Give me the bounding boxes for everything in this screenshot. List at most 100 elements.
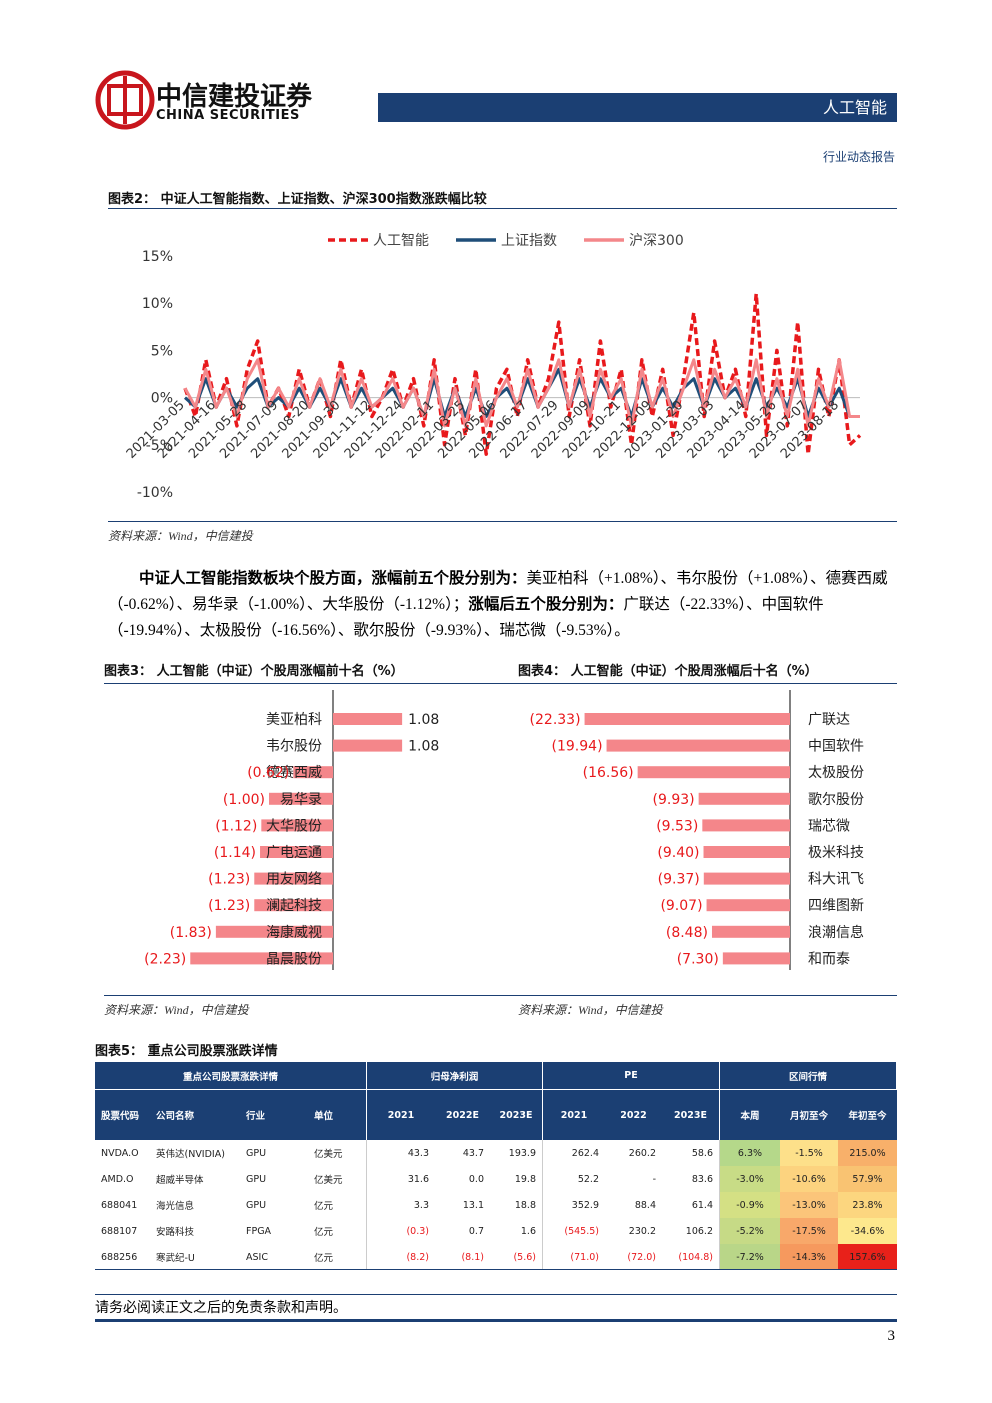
table-cell: (104.8)	[662, 1244, 720, 1270]
bar	[698, 792, 790, 805]
table-cell: 19.8	[490, 1166, 543, 1192]
line-chart: -10%-5%0%5%10%15%人工智能 上证指数 沪深3002021-03-05…	[124, 233, 862, 501]
y-tick-label: -10%	[137, 485, 173, 501]
rule	[108, 208, 897, 209]
table-cell: 亿美元	[308, 1166, 367, 1192]
table-cell: 52.2	[543, 1166, 605, 1192]
table-cell: GPU	[240, 1192, 308, 1218]
column-header: 2022E	[446, 1109, 479, 1121]
bar	[722, 952, 790, 965]
table-cell: 超威半导体	[150, 1166, 240, 1192]
table-cell: (8.1)	[435, 1244, 490, 1270]
column-header: 2023E	[490, 1090, 543, 1140]
category-label: 广联达	[808, 712, 850, 728]
category-label: 极米科技	[808, 845, 864, 861]
y-tick-label: -5%	[146, 438, 173, 454]
bar	[254, 872, 333, 885]
column-header: 2021	[560, 1109, 588, 1121]
table-cell: -10.6%	[780, 1166, 838, 1192]
page-number: 3	[887, 1328, 896, 1344]
source: 资料来源：Wind，中信建投	[518, 1003, 663, 1017]
value-label: (9.37)	[658, 872, 700, 888]
series-line	[183, 358, 860, 428]
category-label: 晶晨股份	[266, 951, 322, 967]
bar	[703, 872, 790, 885]
table-cell: 352.9	[543, 1192, 605, 1218]
section-bar	[378, 93, 897, 122]
legend-label: 人工智能	[373, 233, 429, 249]
table-cell: (545.5)	[543, 1218, 605, 1244]
table-cell: 688107	[95, 1218, 150, 1244]
table-cell: (72.0)	[605, 1244, 662, 1270]
table-cell: 262.4	[543, 1140, 605, 1166]
table-cell: 0.0	[435, 1166, 490, 1192]
category-label: 科大讯飞	[808, 872, 864, 888]
rule	[104, 683, 897, 684]
value-label: (9.07)	[660, 898, 702, 914]
bar	[703, 846, 790, 858]
rule	[104, 995, 897, 996]
table-cell: 57.9%	[838, 1166, 897, 1192]
section-label: 人工智能	[822, 98, 887, 117]
value-label: (1.00)	[223, 792, 265, 808]
report-type: 行业动态报告	[822, 150, 895, 164]
category-label: 海康威视	[266, 924, 322, 941]
table-cell: 6.3%	[720, 1140, 780, 1166]
category-label: 歌尔股份	[808, 792, 864, 808]
column-header: 年初至今	[848, 1111, 887, 1122]
value-label: (1.23)	[208, 872, 250, 888]
category-label: 浪潮信息	[808, 924, 864, 941]
table-cell: (5.6)	[490, 1244, 543, 1270]
bar	[269, 792, 333, 805]
bar-chart: 广联达 (22.33) 中国软件 (19.94) 太极股份 (16.56) 歌尔股份 (9.9…	[530, 690, 864, 970]
table-cell: -17.5%	[780, 1218, 838, 1244]
table-cell: 43.3	[367, 1140, 435, 1166]
bar	[261, 819, 333, 832]
table-cell: -	[605, 1166, 662, 1192]
table-cell: (8.2)	[367, 1244, 435, 1270]
group-header: 归母净利润	[367, 1062, 543, 1090]
bar	[254, 899, 333, 912]
logo-en: CHINA SECURITIES	[156, 108, 300, 123]
figure-title: 图表2： 中证人工智能指数、上证指数、沪深300指数涨跌幅比较	[108, 192, 487, 207]
paragraph: 中证人工智能指数板块个股方面，涨幅前五个股分别为：美亚柏科（+1.08%）、韦尔…	[108, 566, 897, 644]
table-cell: ASIC	[240, 1244, 308, 1270]
legend-label: 沪深300	[629, 233, 684, 249]
value-label: (1.23)	[208, 898, 250, 914]
table: 重点公司股票涨跌详情 归母净利润 PE 区间行情 股票代码 公司名称 行业 单位 2021 202…	[95, 1062, 897, 1270]
disclaimer: 请务必阅读正文之后的免责条款和声明。	[95, 1301, 347, 1316]
value-label: (1.14)	[214, 845, 256, 861]
column-header: 股票代码	[101, 1111, 140, 1122]
bar	[706, 899, 790, 912]
table-cell: -0.9%	[720, 1192, 780, 1218]
table-cell: 157.6%	[838, 1244, 897, 1270]
category-label: 用友网络	[266, 872, 322, 888]
value-label: (1.12)	[215, 818, 257, 834]
value-label: (1.83)	[170, 925, 212, 941]
figure-title: 图表3： 人工智能（中证）个股周涨幅前十名（%）	[104, 664, 404, 679]
value-label: (16.56)	[583, 765, 634, 781]
column-header: 单位	[308, 1090, 367, 1140]
category-label: 和而泰	[808, 951, 850, 967]
table-cell: 23.8%	[838, 1192, 897, 1218]
table-cell: 106.2	[662, 1218, 720, 1244]
column-header: 行业	[246, 1111, 266, 1122]
value-label: 1.08	[408, 712, 439, 728]
bar	[260, 846, 333, 858]
value-label: 1.08	[408, 739, 439, 755]
table-cell: 83.6	[662, 1166, 720, 1192]
value-label: (8.48)	[666, 925, 708, 941]
table-cell: 688256	[95, 1244, 150, 1270]
category-label: 四维图新	[808, 898, 864, 914]
bar	[215, 925, 333, 938]
bold-text: 涨幅后五个股分别为：	[468, 596, 624, 613]
table-cell: 215.0%	[838, 1140, 897, 1166]
column-header: 公司名称	[156, 1111, 195, 1122]
table-cell: 193.9	[490, 1140, 543, 1166]
table-cell: 亿美元	[308, 1140, 367, 1166]
value-label: (2.23)	[144, 951, 186, 967]
category-label: 广电运通	[266, 845, 322, 861]
y-tick-label: 5%	[151, 343, 173, 359]
category-label: 大华股份	[266, 818, 322, 834]
category-label: 德赛西威	[266, 765, 322, 781]
